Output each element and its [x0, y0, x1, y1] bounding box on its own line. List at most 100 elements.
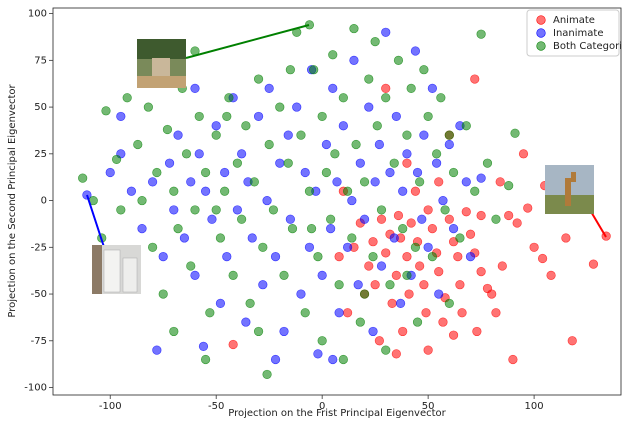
- scatter-point: [263, 196, 272, 205]
- scatter-point: [301, 308, 310, 317]
- scatter-point: [133, 140, 142, 149]
- scatter-point: [186, 178, 195, 187]
- scatter-point: [411, 243, 420, 252]
- scatter-point: [386, 168, 395, 177]
- scatter-point: [170, 327, 179, 336]
- scatter-point: [318, 271, 327, 280]
- chart: Projection on the Frist Principal Eigenv…: [0, 0, 622, 421]
- scatter-point: [377, 206, 386, 215]
- scatter-point: [530, 243, 539, 252]
- scatter-point: [195, 112, 204, 121]
- scatter-point: [589, 260, 598, 269]
- scatter-point: [305, 243, 314, 252]
- scatter-point: [364, 262, 373, 271]
- scatter-point: [331, 150, 340, 159]
- scatter-point: [449, 331, 458, 340]
- scatter-point: [547, 271, 556, 280]
- scatter-point: [170, 206, 179, 215]
- scatter-point: [392, 350, 401, 359]
- scatter-point: [483, 159, 492, 168]
- scatter-point: [250, 178, 259, 187]
- scatter-point: [498, 262, 507, 271]
- scatter-point: [434, 267, 443, 276]
- scatter-point: [297, 131, 306, 140]
- scatter-point: [174, 224, 183, 233]
- scatter-point: [411, 47, 420, 56]
- x-tick-label: -50: [208, 401, 224, 412]
- scatter-point: [212, 206, 221, 215]
- scatter-point: [163, 125, 172, 134]
- scatter-point: [123, 93, 132, 102]
- scatter-point: [523, 204, 532, 213]
- scatter-point: [420, 131, 429, 140]
- y-tick-label: -100: [24, 383, 47, 394]
- scatter-point: [403, 131, 412, 140]
- scatter-point: [462, 121, 471, 130]
- scatter-point: [199, 342, 208, 351]
- y-tick-label: 50: [34, 102, 47, 113]
- scatter-point: [242, 318, 251, 327]
- scatter-point: [360, 290, 369, 299]
- scatter-point: [269, 206, 278, 215]
- scatter-point: [339, 355, 348, 364]
- scatter-point: [466, 230, 475, 239]
- scatter-point: [445, 140, 454, 149]
- scatter-point: [456, 234, 465, 243]
- scatter-point: [477, 211, 486, 220]
- scatter-point: [398, 224, 407, 233]
- scatter-point: [348, 196, 357, 205]
- y-tick-label: 0: [41, 196, 47, 207]
- scatter-point: [369, 237, 378, 246]
- x-tick-label: -100: [99, 401, 122, 412]
- scatter-point: [381, 28, 390, 37]
- scatter-point: [195, 150, 204, 159]
- scatter-point: [165, 159, 174, 168]
- scatter-point: [415, 262, 424, 271]
- scatter-point: [496, 178, 505, 187]
- scatter-point: [458, 308, 467, 317]
- scatter-point: [369, 327, 378, 336]
- scatter-point: [263, 370, 272, 379]
- scatter-point: [182, 150, 191, 159]
- scatter-point: [445, 215, 454, 224]
- scatter-point: [511, 129, 520, 138]
- scatter-point: [375, 336, 384, 345]
- legend-marker: [537, 16, 546, 25]
- scatter-point: [191, 84, 200, 93]
- scatter-point: [350, 56, 359, 65]
- scatter-point: [398, 327, 407, 336]
- scatter-point: [381, 93, 390, 102]
- scatter-point: [191, 271, 200, 280]
- scatter-point: [403, 252, 412, 261]
- scatter-point: [415, 178, 424, 187]
- scatter-point: [509, 355, 518, 364]
- scatter-point: [413, 318, 422, 327]
- scatter-point: [286, 65, 295, 74]
- scatter-point: [403, 271, 412, 280]
- scatter-point: [477, 174, 486, 183]
- scatter-point: [117, 206, 126, 215]
- scatter-point: [339, 93, 348, 102]
- scatter-point: [405, 290, 414, 299]
- scatter-point: [328, 84, 337, 93]
- scatter-point: [318, 336, 327, 345]
- scatter-point: [305, 187, 314, 196]
- legend-marker: [537, 29, 546, 38]
- scatter-point: [343, 308, 352, 317]
- scatter-point: [314, 252, 323, 261]
- y-tick-label: 100: [28, 9, 47, 20]
- scatter-point: [538, 254, 547, 263]
- scatter-point: [335, 252, 344, 261]
- x-tick-label: 50: [422, 401, 435, 412]
- scatter-point: [212, 131, 221, 140]
- scatter-point: [259, 280, 268, 289]
- scatter-point: [434, 290, 443, 299]
- scatter-point: [449, 168, 458, 177]
- scatter-point: [390, 159, 399, 168]
- scatter-point: [424, 206, 433, 215]
- scatter-point: [206, 308, 215, 317]
- scatter-point: [348, 234, 357, 243]
- legend-label: Inanimate: [553, 28, 603, 39]
- scatter-point: [369, 252, 378, 261]
- scatter-point: [352, 140, 361, 149]
